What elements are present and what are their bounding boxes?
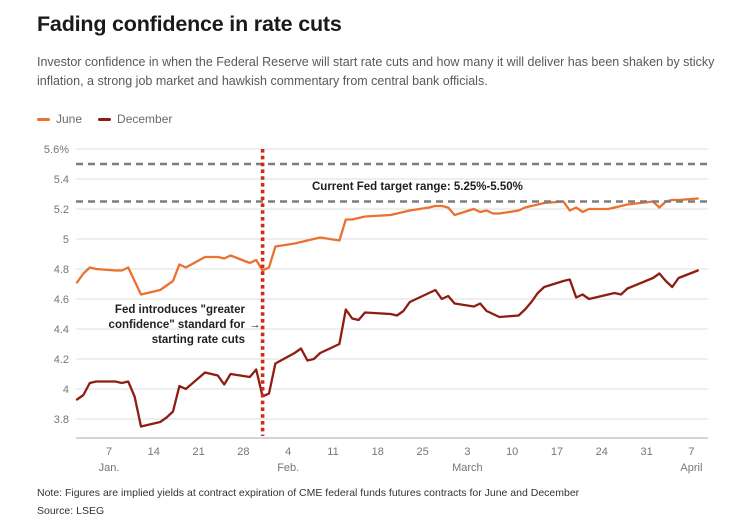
y-tick-label: 4.2 bbox=[54, 354, 69, 366]
axis-labels: 5.6% 5.4 5.2 5 4.8 4.6 4.4 4.2 4 3.8 7 14 21 28 4 11 18 2… bbox=[44, 144, 702, 474]
target-range-dashed-lines bbox=[76, 162, 708, 203]
gridlines bbox=[76, 148, 708, 439]
series-line-december bbox=[75, 269, 699, 428]
event-annotation-line1: Fed introduces "greater bbox=[115, 304, 246, 316]
y-tick-label: 4.4 bbox=[54, 324, 69, 336]
x-tick-label: 10 bbox=[506, 446, 518, 458]
y-tick-label: 4.8 bbox=[54, 264, 69, 276]
x-tick-label: 28 bbox=[237, 446, 249, 458]
y-tick-label: 5.4 bbox=[54, 174, 69, 186]
y-tick-label: 4 bbox=[63, 384, 69, 396]
event-annotation-line3: starting rate cuts bbox=[152, 334, 245, 346]
june-line-swatch bbox=[37, 117, 50, 121]
legend-label-december: December bbox=[117, 112, 173, 126]
legend-label-june: June bbox=[56, 112, 83, 126]
source-line: Source: LSEG bbox=[37, 505, 105, 517]
month-label: March bbox=[452, 462, 483, 474]
footnote: Note: Figures are implied yields at cont… bbox=[37, 487, 580, 499]
x-tick-label: 11 bbox=[327, 446, 338, 458]
y-tick-label: 5.2 bbox=[54, 204, 69, 216]
y-tick-label: 3.8 bbox=[54, 414, 69, 426]
x-tick-label: 25 bbox=[416, 446, 428, 458]
x-tick-label: 7 bbox=[106, 446, 112, 458]
arrow-right-icon: → bbox=[249, 319, 261, 331]
month-label: Jan. bbox=[99, 462, 120, 474]
month-label: Feb. bbox=[277, 462, 299, 474]
chart-area: 5.6% 5.4 5.2 5 4.8 4.6 4.4 4.2 4 3.8 7 14 21 28 4 11 18 2… bbox=[0, 140, 746, 490]
legend-item-december: December bbox=[98, 112, 172, 126]
x-tick-label: 4 bbox=[285, 446, 291, 458]
december-line-swatch bbox=[98, 117, 112, 121]
chart-svg: 5.6% 5.4 5.2 5 4.8 4.6 4.4 4.2 4 3.8 7 14 21 28 4 11 18 2… bbox=[44, 144, 708, 474]
legend-item-june: June bbox=[37, 112, 82, 126]
chart-legend: June December bbox=[37, 112, 172, 126]
event-annotation-line2: confidence" standard for bbox=[109, 319, 246, 331]
x-tick-label: 18 bbox=[372, 446, 384, 458]
y-tick-label: 4.6 bbox=[54, 294, 69, 306]
series-lines bbox=[75, 197, 699, 428]
chart-subtitle: Investor confidence in when the Federal … bbox=[37, 55, 715, 88]
event-annotation: Fed introduces "greater confidence" stan… bbox=[109, 304, 261, 346]
x-tick-label: 21 bbox=[192, 446, 204, 458]
x-tick-label: 3 bbox=[464, 446, 470, 458]
target-range-annotation: Current Fed target range: 5.25%-5.50% bbox=[312, 181, 523, 193]
page-title: Fading confidence in rate cuts bbox=[37, 12, 342, 36]
month-label: April bbox=[680, 462, 702, 474]
x-tick-label: 17 bbox=[551, 446, 563, 458]
series-line-june bbox=[75, 197, 699, 296]
y-tick-label: 5 bbox=[63, 234, 69, 246]
x-tick-label: 14 bbox=[148, 446, 160, 458]
x-tick-label: 7 bbox=[688, 446, 694, 458]
x-tick-label: 24 bbox=[596, 446, 608, 458]
y-tick-label: 5.6% bbox=[44, 144, 69, 156]
x-tick-label: 31 bbox=[640, 446, 652, 458]
